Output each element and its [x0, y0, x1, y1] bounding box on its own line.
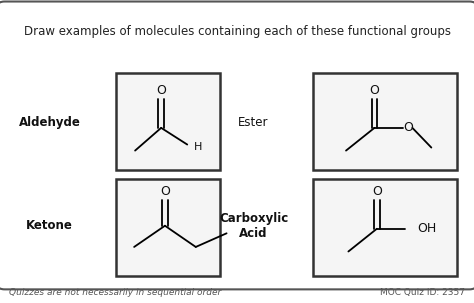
Bar [313, 179, 457, 276]
FancyBboxPatch shape [0, 2, 474, 289]
Text: Aldehyde: Aldehyde [19, 116, 81, 129]
Text: Ester: Ester [238, 116, 269, 129]
Text: O: O [160, 185, 170, 198]
Text: Carboxylic
Acid: Carboxylic Acid [219, 212, 288, 240]
Text: O: O [372, 185, 382, 198]
Text: OH: OH [417, 222, 437, 235]
Text: O: O [370, 84, 379, 97]
Text: Draw examples of molecules containing each of these functional groups: Draw examples of molecules containing ea… [24, 25, 450, 38]
Text: Quizzes are not necessarily in sequential order: Quizzes are not necessarily in sequentia… [9, 288, 222, 297]
Text: O: O [156, 84, 166, 97]
Text: O: O [404, 122, 413, 134]
Text: H: H [193, 142, 202, 152]
Text: MOC Quiz ID: 2357: MOC Quiz ID: 2357 [380, 288, 465, 297]
Bar [116, 73, 220, 170]
Bar [313, 73, 457, 170]
Text: Ketone: Ketone [27, 219, 73, 232]
Bar [116, 179, 220, 276]
